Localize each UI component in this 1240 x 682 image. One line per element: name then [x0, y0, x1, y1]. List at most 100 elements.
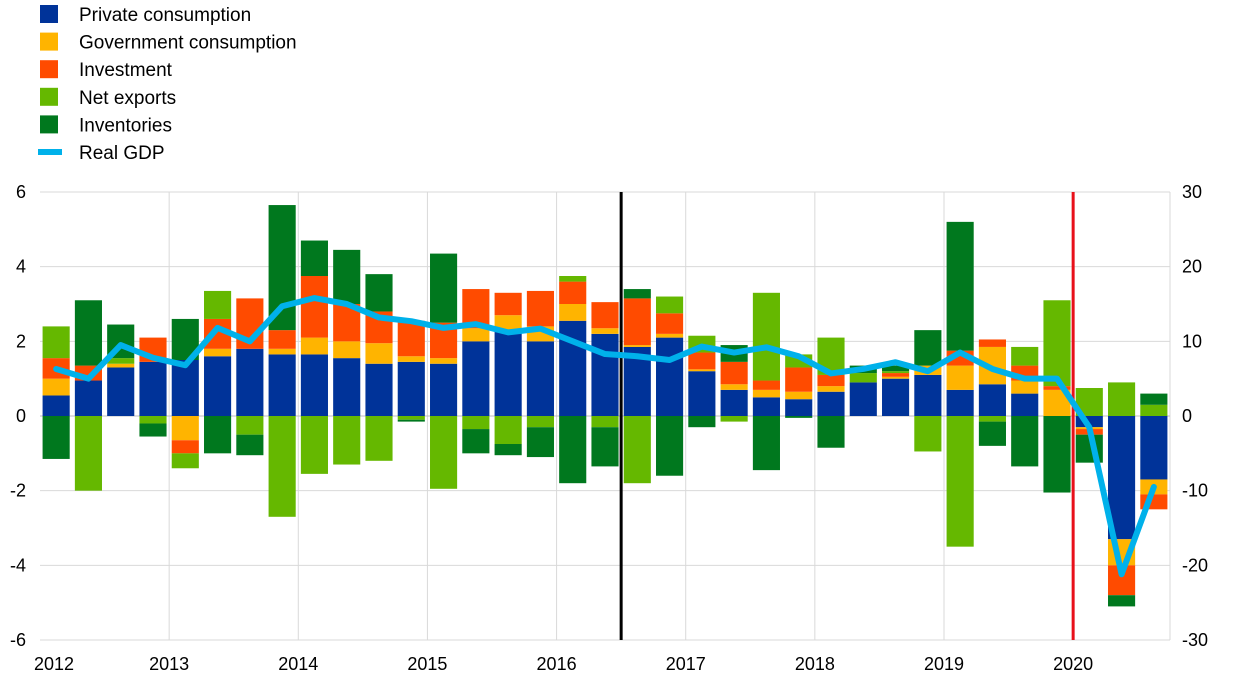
bar-net-exports [914, 416, 942, 452]
bar-investment [817, 374, 845, 387]
bar-investment [591, 302, 619, 329]
bar-net-exports [333, 416, 361, 465]
bar-government-consumption [204, 348, 232, 357]
bar-investment [720, 361, 748, 385]
y-right-tick-label: 0 [1182, 406, 1192, 426]
bar-inventories [656, 416, 684, 476]
x-tick-label: 2019 [924, 654, 964, 674]
x-tick-label: 2018 [795, 654, 835, 674]
bar-private-consumption [1140, 416, 1168, 480]
bar-inventories [946, 221, 974, 351]
bar-government-consumption [300, 337, 328, 355]
bar-net-exports [204, 290, 232, 319]
bar-government-consumption [946, 365, 974, 390]
bar-government-consumption [882, 376, 910, 379]
line-real-gdp [53, 295, 1157, 578]
x-tick-label: 2013 [149, 654, 189, 674]
bar-inventories [785, 416, 813, 418]
bar-private-consumption [849, 382, 877, 416]
bar-private-consumption [42, 395, 70, 416]
bar-government-consumption [333, 341, 361, 359]
bar-investment [559, 281, 587, 304]
legend-label: Investment [79, 60, 173, 81]
markers-layer [619, 192, 1075, 640]
bar-investment [397, 320, 425, 357]
x-tick-label: 2012 [34, 654, 74, 674]
bar-government-consumption [107, 363, 135, 368]
bar-government-consumption [591, 328, 619, 334]
bar-private-consumption [397, 361, 425, 416]
bar-inventories [74, 300, 102, 366]
bar-private-consumption [139, 361, 167, 416]
bar-inventories [268, 205, 296, 331]
y-left-tick-label: -2 [10, 481, 26, 501]
x-tick-label: 2017 [666, 654, 706, 674]
bar-net-exports [1140, 404, 1168, 416]
bar-government-consumption [817, 386, 845, 392]
bar-inventories [494, 444, 522, 456]
bar-inventories [978, 421, 1006, 446]
x-tick-label: 2016 [537, 654, 577, 674]
bars-layer [42, 205, 1168, 607]
y-left-tick-label: -4 [10, 555, 26, 575]
legend-swatch [40, 5, 58, 23]
bar-government-consumption [623, 345, 651, 347]
bar-investment [300, 276, 328, 338]
bar-private-consumption [785, 399, 813, 416]
bar-inventories [462, 429, 490, 454]
bar-net-exports [300, 416, 328, 474]
bar-net-exports [462, 416, 490, 430]
bar-inventories [559, 416, 587, 484]
legend-swatch [40, 115, 58, 134]
bar-inventories [397, 419, 425, 422]
bar-inventories [300, 240, 328, 276]
bar-net-exports [591, 416, 619, 428]
bar-inventories [430, 253, 458, 323]
bar-investment [494, 292, 522, 316]
y-right-tick-label: 10 [1182, 331, 1202, 351]
bar-investment [268, 330, 296, 349]
bar-net-exports [752, 292, 780, 381]
bar-inventories [333, 249, 361, 304]
bar-net-exports [720, 416, 748, 422]
legend-label: Real GDP [79, 143, 165, 164]
bar-government-consumption [752, 389, 780, 398]
bar-inventories [204, 416, 232, 454]
bar-government-consumption [42, 378, 70, 396]
bar-investment [688, 352, 716, 370]
bar-private-consumption [720, 389, 748, 416]
bar-net-exports [397, 416, 425, 420]
y-right-tick-label: -30 [1182, 630, 1208, 650]
bar-government-consumption [268, 348, 296, 355]
bar-net-exports [494, 416, 522, 444]
bar-net-exports [978, 416, 1006, 422]
bar-net-exports [526, 416, 554, 428]
bar-inventories [591, 427, 619, 467]
bar-net-exports [74, 416, 102, 491]
bar-inventories [752, 416, 780, 471]
bar-private-consumption [204, 356, 232, 416]
bar-net-exports [656, 296, 684, 314]
bar-government-consumption [462, 328, 490, 342]
bar-net-exports [430, 416, 458, 489]
bar-government-consumption [397, 356, 425, 362]
x-tick-label: 2014 [278, 654, 318, 674]
bar-inventories [882, 365, 910, 372]
y-left-tick-label: 2 [16, 331, 26, 351]
bar-inventories [1011, 416, 1039, 467]
bar-inventories [1140, 393, 1168, 405]
y-left-tick-label: -6 [10, 630, 26, 650]
bar-private-consumption [365, 363, 393, 416]
bar-private-consumption [494, 332, 522, 416]
bar-investment [171, 440, 199, 454]
x-tick-label: 2020 [1053, 654, 1093, 674]
bar-inventories [526, 427, 554, 458]
bar-private-consumption [1011, 393, 1039, 416]
bar-inventories [42, 416, 70, 459]
bar-private-consumption [462, 341, 490, 416]
bar-investment [882, 373, 910, 377]
bar-net-exports [946, 416, 974, 547]
bar-investment [656, 313, 684, 334]
